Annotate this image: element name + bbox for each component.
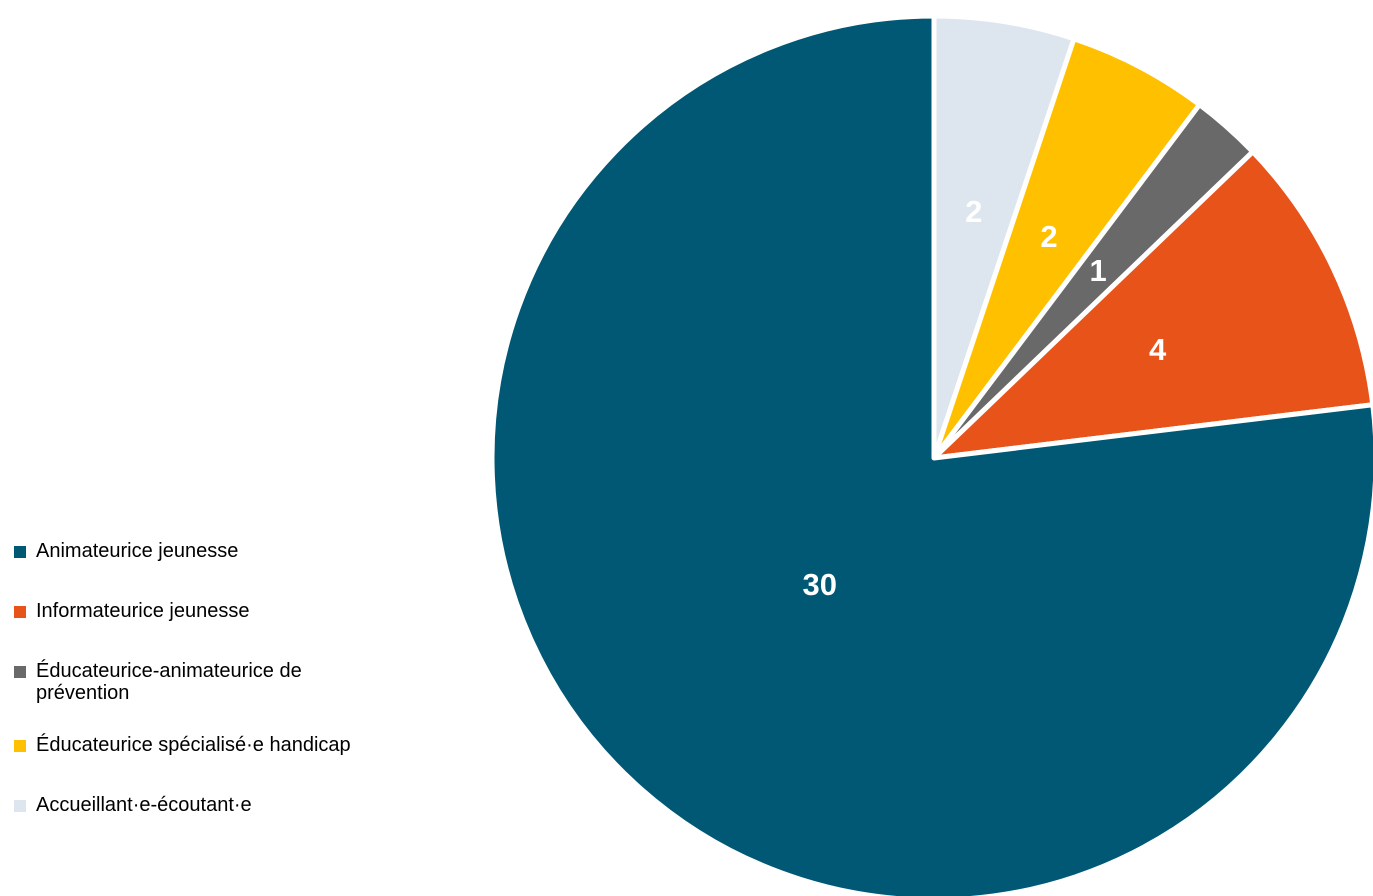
legend-item-informateurice-jeunesse: Informateurice jeunesse — [12, 600, 482, 622]
legend-item-educateurice-animateurice-prevention: Éducateurice-animateurice de prévention — [12, 660, 396, 704]
pie-slice — [489, 13, 1373, 896]
legend: Animateurice jeunesse Informateurice jeu… — [12, 540, 482, 854]
legend-swatch — [14, 666, 26, 678]
pie-slices — [489, 13, 1373, 896]
legend-label: Éducateurice spécialisé·e handicap — [36, 734, 351, 756]
legend-label: Éducateurice-animateurice de prévention — [36, 660, 302, 704]
legend-label: Informateurice jeunesse — [36, 600, 250, 622]
pie-slice — [931, 149, 1373, 461]
legend-swatch — [14, 800, 26, 812]
pie-data-label: 2 — [1040, 219, 1057, 254]
pie-data-label: 30 — [802, 567, 836, 602]
legend-swatch — [14, 740, 26, 752]
pie-data-label: 1 — [1089, 253, 1106, 288]
legend-item-accueillant-ecoutant: Accueillant·e-écoutant·e — [12, 794, 482, 816]
legend-label: Accueillant·e-écoutant·e — [36, 794, 252, 816]
legend-item-educateurice-specialise-handicap: Éducateurice spécialisé·e handicap — [12, 734, 482, 756]
pie-data-label: 2 — [965, 194, 982, 229]
legend-swatch — [14, 606, 26, 618]
legend-item-animateurice-jeunesse: Animateurice jeunesse — [12, 540, 482, 562]
pie-slice — [931, 36, 1203, 461]
legend-swatch — [14, 546, 26, 558]
legend-label: Animateurice jeunesse — [36, 540, 239, 562]
pie-data-label: 4 — [1149, 332, 1167, 367]
